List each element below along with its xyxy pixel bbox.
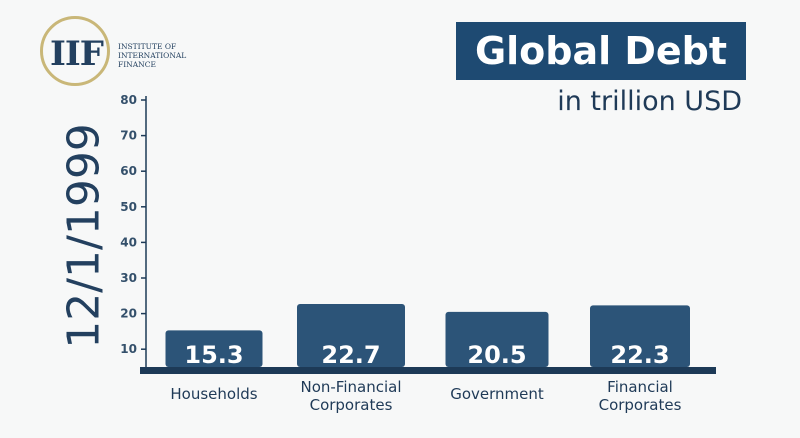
category-label: Non-Financial <box>300 378 401 396</box>
iif-logo: IIF Institute of International Finance <box>40 16 210 94</box>
y-tick-label: 50 <box>120 200 137 214</box>
x-axis-baseline <box>140 367 716 374</box>
y-tick-label: 10 <box>120 342 137 356</box>
bar-value-label: 22.7 <box>321 341 380 369</box>
chart-subtitle: in trillion USD <box>557 86 742 117</box>
bar-3 <box>590 305 690 367</box>
logo-text-line-2: International <box>118 51 187 60</box>
bar-value-label: 15.3 <box>184 341 243 369</box>
category-label: Financial <box>607 378 673 396</box>
category-label: Households <box>170 385 257 403</box>
bar-1 <box>297 303 405 367</box>
bar-0 <box>165 330 263 367</box>
category-label: Corporates <box>599 396 682 414</box>
y-tick-label: 40 <box>120 235 137 249</box>
logo-mark: IIF <box>50 34 104 74</box>
globe-ring-icon <box>40 16 110 86</box>
y-tick-label: 30 <box>120 271 137 285</box>
category-label: Corporates <box>310 396 393 414</box>
bar-2 <box>445 311 549 367</box>
y-tick-label: 20 <box>120 307 137 321</box>
bar-value-label: 20.5 <box>467 341 526 369</box>
bar-value-label: 22.3 <box>610 341 669 369</box>
logo-text-line-1: Institute of <box>118 42 177 51</box>
y-tick-label: 80 <box>120 93 137 107</box>
y-tick-label: 70 <box>120 129 137 143</box>
logo-text: Institute of International Finance <box>118 42 210 69</box>
chart-title: Global Debt <box>456 22 746 80</box>
category-label: Government <box>450 385 544 403</box>
y-tick-label: 60 <box>120 164 137 178</box>
logo-text-line-3: Finance <box>118 60 156 69</box>
